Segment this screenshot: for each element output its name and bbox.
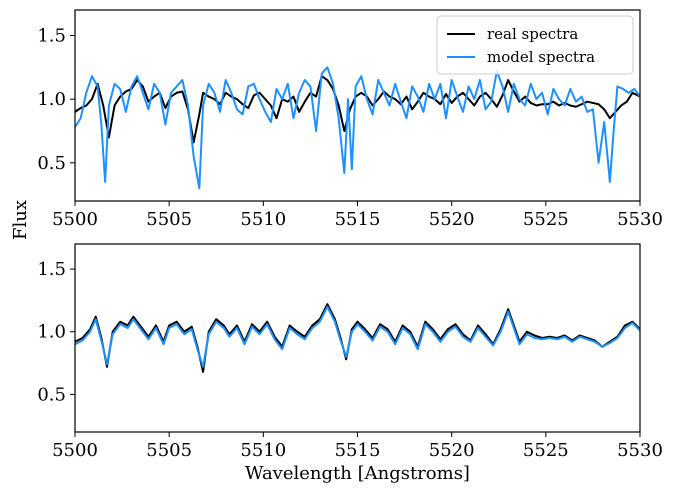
- series-line-model-spectra: [75, 305, 640, 368]
- shared-y-axis-label: Flux: [10, 200, 31, 240]
- x-tick-label: 5505: [146, 440, 192, 461]
- y-tick-label: 0.5: [37, 153, 66, 174]
- x-tick-label: 5520: [429, 209, 475, 230]
- x-tick-label: 5530: [617, 440, 663, 461]
- x-tick-label: 5500: [52, 209, 98, 230]
- legend-box: [436, 15, 634, 75]
- y-tick-label: 1.5: [37, 259, 66, 280]
- x-tick-label: 5515: [335, 440, 381, 461]
- x-tick-label: 5515: [335, 209, 381, 230]
- legend-label-real-spectra: real spectra: [487, 25, 578, 43]
- x-tick-label: 5505: [146, 209, 192, 230]
- y-tick-label: 1.0: [37, 322, 66, 343]
- x-tick-label: 5510: [240, 209, 286, 230]
- top-panel: 5500 5505 5510 5515 5520 5525 5530 0.5 1.0 1.5 rea…: [37, 9, 663, 230]
- x-tick-label: 5520: [429, 440, 475, 461]
- y-tick-label: 0.5: [37, 384, 66, 405]
- x-tick-label: 5525: [523, 440, 569, 461]
- legend: real spectra model spectra: [436, 15, 634, 75]
- y-tick-label: 1.5: [37, 25, 66, 46]
- legend-label-model-spectra: model spectra: [487, 48, 595, 66]
- y-tick-label: 1.0: [37, 89, 66, 110]
- x-tick-label: 5500: [52, 440, 98, 461]
- x-axis-label: Wavelength [Angstroms]: [245, 463, 470, 484]
- series-line-model-spectra: [75, 66, 640, 190]
- x-tick-label: 5525: [523, 209, 569, 230]
- bottom-panel: 5500 5505 5510 5515 5520 5525 5530 0.5 1.0 1.5 Wav…: [37, 243, 663, 484]
- x-tick-label: 5530: [617, 209, 663, 230]
- x-tick-label: 5510: [240, 440, 286, 461]
